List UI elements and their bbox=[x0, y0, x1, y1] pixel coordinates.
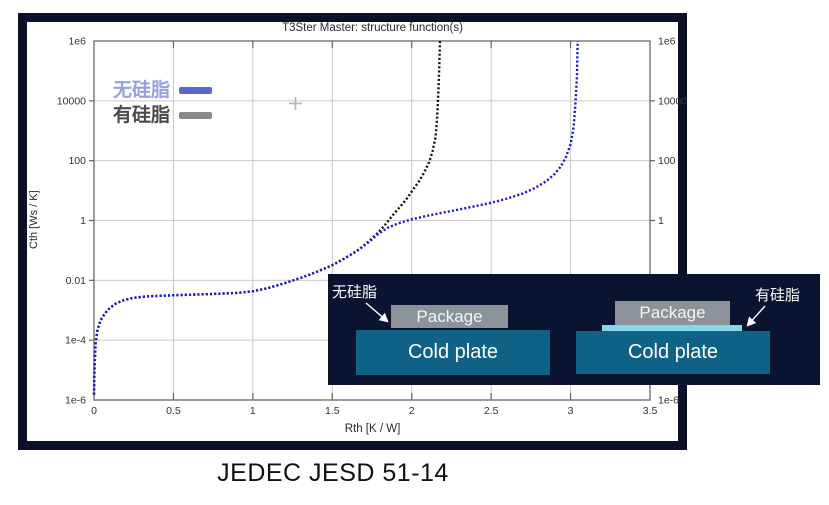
cold-plate-box-left: Cold plate bbox=[356, 330, 550, 375]
y-tick-label-left: 10000 bbox=[57, 95, 86, 107]
inset-diagram-panel: 无硅脂 有硅脂 Package Cold plate Package Cold … bbox=[328, 274, 820, 385]
plot-legend: 无硅脂 有硅脂 bbox=[113, 78, 213, 128]
x-tick-label: 3.5 bbox=[643, 405, 658, 417]
y-tick-label-right: 10000 bbox=[658, 95, 687, 107]
y-tick-label-left: 1e6 bbox=[68, 36, 86, 48]
y-tick-label-left: 1e-6 bbox=[65, 395, 86, 407]
caption-jedec-standard: JEDEC JESD 51-14 bbox=[217, 459, 449, 487]
cold-plate-box-right: Cold plate bbox=[576, 331, 770, 374]
crosshair-cursor-icon bbox=[289, 97, 302, 110]
x-tick-label: 1.5 bbox=[325, 405, 340, 417]
y-tick-label-right: 1 bbox=[658, 215, 664, 227]
y-tick-label-left: 1 bbox=[80, 215, 86, 227]
y-axis-title: Cth [Ws / K] bbox=[28, 190, 40, 250]
y-tick-label-left: 0.01 bbox=[66, 275, 87, 287]
package-box-right: Package bbox=[615, 301, 730, 325]
legend-row-with-grease: 有硅脂 bbox=[113, 103, 213, 128]
legend-swatch-no-grease-icon bbox=[179, 87, 213, 94]
x-tick-label: 2 bbox=[409, 405, 415, 417]
legend-swatch-with-grease-icon bbox=[179, 112, 213, 119]
legend-label-with-grease: 有硅脂 bbox=[113, 105, 171, 126]
x-tick-label: 0 bbox=[91, 405, 97, 417]
legend-label-no-grease: 无硅脂 bbox=[113, 80, 171, 101]
curve-no-grease bbox=[92, 40, 579, 395]
legend-row-no-grease: 无硅脂 bbox=[113, 78, 213, 103]
x-tick-label: 1 bbox=[250, 405, 256, 417]
x-axis-title: Rth [K / W] bbox=[344, 423, 401, 435]
x-tick-label: 0.5 bbox=[166, 405, 181, 417]
x-tick-label: 3 bbox=[568, 405, 574, 417]
y-tick-label-right: 1e-6 bbox=[658, 395, 679, 407]
thermal-grease-layer bbox=[602, 325, 742, 331]
inset-label-with-grease: 有硅脂 bbox=[755, 287, 801, 304]
inset-label-no-grease: 无硅脂 bbox=[332, 284, 378, 301]
y-tick-label-right: 100 bbox=[658, 155, 676, 167]
y-tick-label-left: 1e-4 bbox=[65, 335, 86, 347]
arrow-to-grease-layer-icon bbox=[746, 305, 766, 327]
y-tick-label-right: 1e6 bbox=[658, 36, 676, 48]
chart-title: T3Ster Master: structure function(s) bbox=[282, 22, 463, 34]
y-tick-label-left: 100 bbox=[68, 155, 86, 167]
x-tick-label: 2.5 bbox=[484, 405, 499, 417]
arrow-to-bare-package-icon bbox=[365, 302, 389, 323]
inset-annotation-arrows bbox=[365, 302, 766, 327]
package-box-left: Package bbox=[391, 305, 508, 328]
